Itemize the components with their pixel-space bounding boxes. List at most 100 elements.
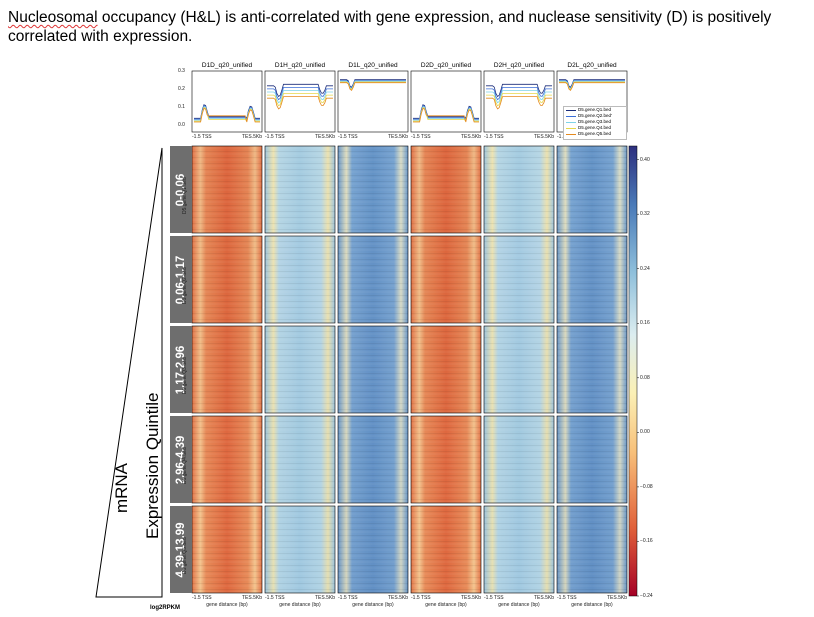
- heatmap-panel: [556, 415, 628, 504]
- profile-panel: [483, 70, 555, 133]
- profile-line: [486, 83, 552, 98]
- profile-line: [486, 96, 552, 110]
- heatmap-xtick-right: TES.5Kb: [242, 595, 263, 601]
- profile-xtick-left: -1.5 TSS: [338, 134, 358, 140]
- heatmap-xtick-right: TES.5Kb: [388, 595, 409, 601]
- expression-quintile-label: Expression Quintile: [143, 392, 162, 539]
- slide-title: Nucleosomal occupancy (H&L) is anti-corr…: [8, 8, 808, 46]
- legend-label: D5.gene.Q4.bed: [578, 125, 612, 130]
- xaxis-label: gene distance (bp): [425, 602, 467, 608]
- heatmap-xtick-right: TES.5Kb: [461, 595, 482, 601]
- profile-ytick: 0.0: [178, 122, 185, 128]
- heatmap-panel: [483, 325, 555, 414]
- heatmap-xtick-left: -1.5 TSS: [411, 595, 431, 601]
- heatmap-panel: [556, 325, 628, 414]
- profile-line: [486, 90, 552, 104]
- heatmap-xtick-left: -1.5 TSS: [265, 595, 285, 601]
- heatmap-panel: [191, 325, 263, 414]
- colorbar-tick: 0.40: [640, 156, 650, 163]
- profile-line: [559, 80, 625, 89]
- legend-label: D5.gene.Q1.bed: [578, 107, 612, 112]
- column-title: D1L_q20_unified: [348, 62, 398, 69]
- column-title: D1D_q20_unified: [201, 62, 253, 69]
- profile-panel: [191, 70, 263, 133]
- legend-swatch: [566, 122, 576, 123]
- profile-line: [559, 80, 625, 90]
- heatmap-panel: [483, 145, 555, 234]
- heatmap-panel: [556, 145, 628, 234]
- profile-line: [340, 79, 406, 88]
- heatmap-panels: [191, 145, 628, 594]
- profile-xtick-left: -1.5 TSS: [484, 134, 504, 140]
- quintile-label: 2.96-4.39: [170, 416, 192, 503]
- profile-xtick-right: TES.5Kb: [242, 134, 263, 140]
- heatmap-xtick-right: TES.5Kb: [315, 595, 336, 601]
- heatmap-panel: [191, 505, 263, 594]
- profile-line: [340, 80, 406, 89]
- title-line2: correlated with expression.: [8, 28, 193, 45]
- heatmap-panel: [483, 505, 555, 594]
- heatmap-xtick-right: TES.5Kb: [607, 595, 628, 601]
- heatmap-panel: [410, 145, 482, 234]
- legend-swatch: [566, 110, 576, 111]
- profile-panel: [337, 70, 409, 133]
- profile-line: [194, 107, 260, 123]
- heatmap-panel: [410, 235, 482, 324]
- quintile-bed-label: D5.gene.Q3.bed: [182, 356, 188, 394]
- colorbar-tick: 0.16: [640, 320, 650, 327]
- column-title: D1H_q20_unified: [274, 62, 326, 69]
- quintile-bed-label: D5.gene.Q4.bed: [182, 446, 188, 484]
- column-title: D2D_q20_unified: [420, 62, 472, 69]
- heatmap-panel: [337, 235, 409, 324]
- legend-swatch: [566, 128, 576, 129]
- xaxis-label: gene distance (bp): [279, 602, 321, 608]
- heatmap-panel: [556, 505, 628, 594]
- legend-label: D5.gene.Q2.bed': [578, 113, 612, 118]
- quintile-bed-label: D5.gene.Q5.bed: [182, 536, 188, 574]
- profile-line: [340, 81, 406, 91]
- heatmap-xtick-left: -1.5 TSS: [484, 595, 504, 601]
- colorbar-gradient: [628, 145, 638, 597]
- legend-entry: D5.gene.Q5.bed: [564, 131, 626, 137]
- profile-line: [267, 87, 333, 101]
- legend-swatch: [566, 134, 576, 135]
- profile-line: [267, 83, 333, 98]
- heatmap-panel: [264, 505, 336, 594]
- heatmap-panel: [337, 505, 409, 594]
- title-spellcheck-word: Nucleosomal: [8, 9, 98, 26]
- heatmap-panel: [264, 325, 336, 414]
- colorbar-tick: 0.24: [640, 265, 650, 272]
- legend-entry: D5.gene.Q4.bed: [564, 125, 626, 131]
- profile-xtick-left: -1.5 TSS: [192, 134, 212, 140]
- profile-xtick-right: TES.5Kb: [315, 134, 336, 140]
- colorbar-tick: 0.32: [640, 211, 650, 218]
- profile-ytick: 0.3: [178, 68, 185, 74]
- quintile-label: 0.06-1.17: [170, 236, 192, 323]
- profile-line: [267, 96, 333, 110]
- xaxis-label: gene distance (bp): [352, 602, 394, 608]
- profile-line: [413, 107, 479, 123]
- heatmap-panel: [410, 505, 482, 594]
- profile-line: [486, 87, 552, 101]
- legend-swatch: [566, 116, 576, 117]
- mrna-label: mRNA: [112, 462, 131, 514]
- heatmap-panel: [337, 415, 409, 504]
- heatmap-panel: [264, 415, 336, 504]
- legend-label: D5.gene.Q5.bed: [578, 131, 612, 136]
- xaxis-label: gene distance (bp): [206, 602, 248, 608]
- profile-xtick-right: TES.5Kb: [534, 134, 555, 140]
- colorbar-tick: 0.00: [640, 429, 650, 436]
- legend-label: D5.gene.Q3.bed: [578, 119, 612, 124]
- profile-xtick-left: -1.5 TSS: [411, 134, 431, 140]
- legend-entry: D5.gene.Q3.bed: [564, 119, 626, 125]
- profile-plots: [191, 70, 628, 133]
- quintile-label: 4.39-13.99: [170, 506, 192, 593]
- heatmap-panel: [191, 235, 263, 324]
- xaxis-label: gene distance (bp): [571, 602, 613, 608]
- profile-line: [340, 82, 406, 92]
- heatmap-panel: [264, 235, 336, 324]
- profile-panel: [410, 70, 482, 133]
- quintile-label: 0-0.06: [170, 146, 192, 233]
- profile-line: [267, 90, 333, 104]
